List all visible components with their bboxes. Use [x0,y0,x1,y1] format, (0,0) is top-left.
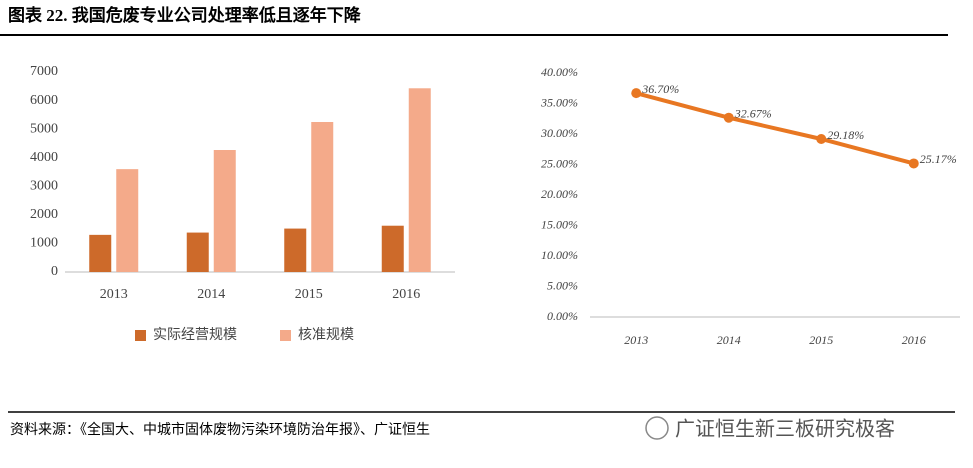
legend-label: 核准规模 [298,327,354,343]
x-tick-label: 2015 [295,287,323,302]
x-tick-label: 2015 [809,333,833,347]
bar [284,228,307,272]
point [816,134,827,145]
data-label: 36.70% [641,82,679,96]
bar [381,225,404,272]
y-tick-label: 20.00% [541,187,578,201]
bar [89,234,112,272]
bar [311,122,334,272]
legend-swatch [280,330,291,341]
y-tick-label: 30.00% [540,126,578,140]
watermark-icon [645,416,669,440]
y-tick-label: 3000 [30,179,58,194]
data-label: 32.67% [734,106,772,120]
y-tick-label: 35.00% [540,95,578,109]
data-label: 25.17% [920,152,957,166]
point [723,112,734,123]
y-tick-label: 0.00% [547,309,578,323]
y-tick-label: 10.00% [541,248,578,262]
x-tick-label: 2013 [100,287,128,302]
y-tick-label: 0 [51,264,58,279]
x-tick-label: 2014 [197,287,225,302]
x-tick-label: 2016 [902,333,926,347]
x-tick-label: 2014 [717,333,741,347]
x-tick-label: 2016 [392,287,420,302]
line [635,91,915,166]
point [631,88,642,99]
y-tick-label: 40.00% [541,65,578,79]
y-tick-label: 5.00% [547,278,578,292]
legend-swatch [135,330,146,341]
source: 资料来源：《全国大、中城市固体废物污染环境防治年报》、广证恒生 [10,421,430,438]
y-tick-label: 1000 [30,236,58,251]
y-tick-label: 6000 [30,93,58,108]
bar [186,232,209,272]
x-tick-label: 2013 [624,333,648,347]
data-label: 29.18% [827,128,864,142]
figure-title: 图表 22. 我国危废专业公司处理率低且逐年下降 [8,5,362,25]
y-tick-label: 2000 [30,207,58,222]
legend-label: 实际经营规模 [153,327,237,343]
bar [213,150,236,272]
y-tick-label: 7000 [30,64,58,79]
y-tick-label: 5000 [30,121,58,136]
watermark: 广证恒生新三板研究极客 [675,417,895,441]
point [908,158,919,169]
y-tick-label: 4000 [30,150,58,165]
y-tick-label: 25.00% [541,156,578,170]
y-tick-label: 15.00% [541,217,578,231]
bar [116,169,139,272]
bar [408,88,431,273]
